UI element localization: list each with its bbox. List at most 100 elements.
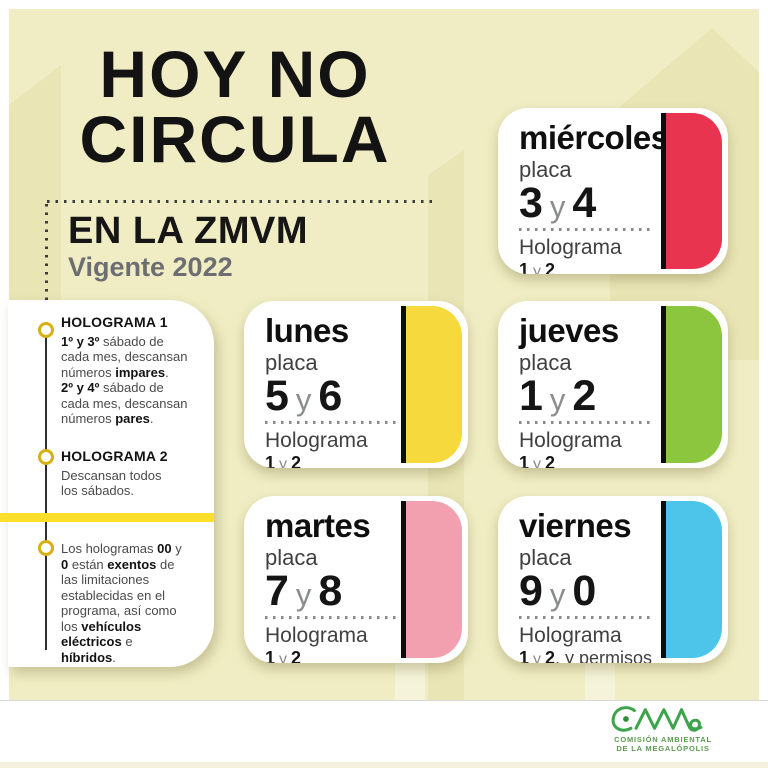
- conjunction: y: [279, 456, 288, 468]
- plate-number-a: 3: [519, 179, 543, 227]
- hologram-numbers: 1 y 2, y permisos: [519, 648, 652, 663]
- hologram-number-a: 1: [519, 260, 530, 274]
- hologram-label: Holograma: [519, 236, 622, 259]
- conjunction: y: [549, 577, 566, 612]
- page-title-line1: HOY NO: [99, 37, 371, 111]
- info-panel: HOLOGRAMA 1 1º y 3º sábado de cada mes, d…: [8, 300, 214, 667]
- hologram-label: Holograma: [519, 429, 622, 452]
- color-stripe: [401, 501, 462, 658]
- hologram-number-a: 1: [519, 648, 530, 663]
- org-name-line1: COMISIÓN AMBIENTAL: [614, 735, 712, 744]
- hologram-number-b: 2: [545, 260, 556, 274]
- plate-label: placa: [265, 545, 318, 570]
- hologram-label: Holograma: [265, 429, 368, 452]
- validity-label: Vigente 2022: [68, 252, 233, 282]
- plate-number-b: 0: [572, 567, 597, 615]
- bullet-marker-icon: [38, 449, 54, 465]
- bullet-marker-icon: [38, 540, 54, 556]
- hologram-number-a: 1: [265, 648, 276, 663]
- stripe-divider-line: [401, 501, 406, 658]
- bullet-title: HOLOGRAMA 1: [61, 314, 168, 330]
- separator-dotted: [265, 421, 397, 424]
- plate-number-b: 4: [572, 179, 597, 227]
- color-stripe: [661, 113, 722, 269]
- stripe-divider-line: [401, 306, 406, 463]
- plate-number-a: 7: [265, 567, 289, 615]
- separator-dotted: [519, 616, 651, 619]
- plate-label: placa: [519, 157, 572, 182]
- color-stripe: [661, 501, 722, 658]
- bullet-item-holograma-1: HOLOGRAMA 1 1º y 3º sábado de cada mes, d…: [61, 314, 213, 427]
- conjunction: y: [533, 263, 542, 274]
- hologram-label: Holograma: [265, 624, 368, 647]
- stripe-divider-line: [661, 501, 666, 658]
- hologram-label: Holograma: [519, 624, 622, 647]
- conjunction: y: [295, 382, 312, 417]
- page-title-line2: CIRCULA: [79, 102, 391, 176]
- separator-dotted: [519, 228, 651, 231]
- plate-number-a: 5: [265, 372, 289, 420]
- color-stripe: [661, 306, 722, 463]
- plate-label: placa: [265, 350, 318, 375]
- hologram-number-b: 2: [545, 648, 556, 663]
- hologram-number-a: 1: [265, 453, 276, 468]
- hologram-suffix: , y permisos: [555, 648, 653, 663]
- header-dotted-line-horizontal: [47, 200, 437, 203]
- day-name: miércoles: [519, 119, 669, 156]
- came-logo-block: COMISIÓN AMBIENTAL DE LA MEGALÓPOLIS: [598, 703, 728, 753]
- bullet-marker-icon: [38, 322, 54, 338]
- stripe-color-block: [406, 306, 462, 463]
- bullet-title: HOLOGRAMA 2: [61, 448, 168, 464]
- subtitle: EN LA ZMVM: [68, 210, 309, 252]
- hologram-number-b: 2: [545, 453, 556, 468]
- stripe-divider-line: [661, 306, 666, 463]
- stripe-color-block: [666, 306, 722, 463]
- hologram-number-b: 2: [291, 648, 302, 663]
- conjunction: y: [549, 382, 566, 417]
- conjunction: y: [295, 577, 312, 612]
- footer-bar: [0, 700, 768, 769]
- day-name: jueves: [519, 312, 619, 349]
- plate-number-b: 6: [318, 372, 343, 420]
- plate-label: placa: [519, 350, 572, 375]
- separator-dotted: [265, 616, 397, 619]
- hologram-number-b: 2: [291, 453, 302, 468]
- panel-divider-bar: [0, 513, 214, 522]
- plate-number-b: 8: [318, 567, 343, 615]
- bullet-lines: Descansan todos los sábados.: [61, 467, 162, 499]
- color-stripe: [401, 306, 462, 463]
- day-name: martes: [265, 507, 371, 544]
- stripe-color-block: [666, 501, 722, 658]
- hologram-number-a: 1: [519, 453, 530, 468]
- plate-number-a: 1: [519, 372, 543, 420]
- bullet-connector-line: [45, 330, 47, 650]
- stripe-color-block: [406, 501, 462, 658]
- bullet-item-holograma-2: HOLOGRAMA 2 Descansan todos los sábados.: [61, 448, 213, 499]
- bullet-lines: 1º y 3º sábado de cada mes, descansan núme…: [61, 333, 188, 427]
- came-logo-icon: [611, 706, 703, 732]
- plate-label: placa: [519, 545, 572, 570]
- stripe-color-block: [666, 113, 722, 269]
- org-name-line2: DE LA MEGALÓPOLIS: [616, 744, 710, 753]
- conjunction: y: [279, 651, 288, 663]
